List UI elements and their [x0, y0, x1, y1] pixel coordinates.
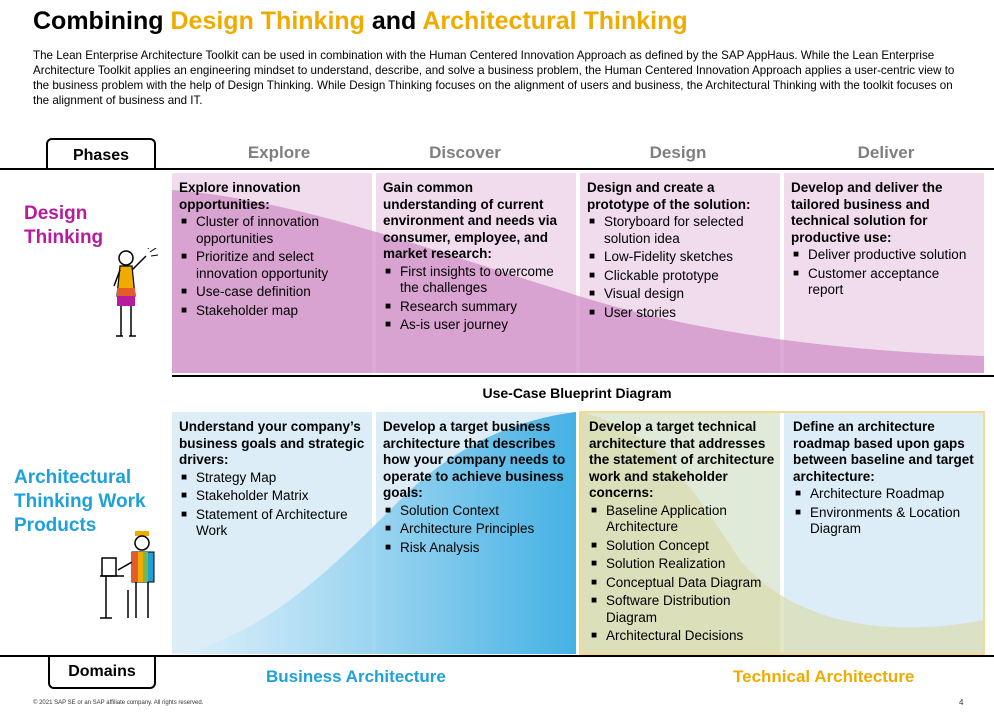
- cell-list: ■ Solution Context ■ Architecture Principl…: [383, 503, 569, 557]
- list-item: ■ Software Distribution Diagram: [591, 593, 731, 625]
- title-architectural-thinking: Architectural Thinking: [422, 7, 688, 35]
- cell-heading: Define an architecture roadmap based upo…: [793, 419, 974, 484]
- list-item: ■ Visual design: [589, 286, 685, 301]
- list-item: ■ Architecture Roadmap: [795, 486, 945, 501]
- list-item: ■ Use-case definition: [181, 284, 311, 299]
- list-item: ■ Conceptual Data Diagram: [591, 574, 762, 590]
- phase-discover: Discover: [429, 143, 501, 162]
- list-item: ■ Solution Context: [385, 502, 500, 518]
- domains-divider: [0, 655, 994, 657]
- at-technical-curve: [580, 412, 984, 654]
- dt-cell-discover: Gain common understanding of current env…: [376, 173, 576, 336]
- intro-paragraph: The Lean Enterprise Architecture Toolkit…: [33, 49, 955, 107]
- blueprint-label: Use-Case Blueprint Diagram: [482, 385, 672, 401]
- phase-deliver: Deliver: [857, 143, 915, 162]
- cell-heading: Develop a target technical architecture …: [589, 419, 775, 500]
- list-item: ■ Prioritize and select innovation opport…: [181, 249, 329, 281]
- title-line: Design: [24, 203, 88, 224]
- cell-heading: Design and create a prototype of the sol…: [587, 180, 751, 212]
- phase-explore: Explore: [247, 143, 311, 162]
- page-title: Combining Design Thinking and Architectu…: [33, 7, 688, 36]
- list-item: ■ Solution Concept: [591, 537, 709, 553]
- list-item: ■ Deliver productive solution: [793, 247, 967, 262]
- architectural-thinking-title: Architectural Thinking Work Products: [14, 466, 146, 538]
- design-thinking-person-icon: [113, 248, 159, 337]
- list-item: ■ Storyboard for selected solution idea: [589, 214, 744, 246]
- title-part: and: [364, 7, 423, 35]
- domain-technical: Technical Architecture: [733, 667, 915, 686]
- title-line: Architectural: [14, 467, 132, 488]
- title-line: Products: [14, 515, 97, 536]
- phases-label: Phases: [46, 138, 156, 170]
- list-item: ■ Risk Analysis: [385, 539, 480, 555]
- cell-heading: Explore innovation opportunities:: [179, 180, 301, 212]
- cell-list: ■ Storyboard for selected solution idea ■…: [587, 214, 773, 321]
- domains-label: Domains: [48, 657, 156, 689]
- list-item: ■ Research summary: [385, 298, 518, 314]
- list-item: ■ Clickable prototype: [589, 267, 719, 283]
- at-cell-design: Develop a target technical architecture …: [582, 412, 782, 647]
- at-business-curve: [172, 412, 576, 654]
- at-cell-deliver: Define an architecture roadmap based upo…: [786, 412, 984, 540]
- architect-person-icon: [100, 531, 155, 619]
- title-line: Thinking: [24, 227, 104, 248]
- dt-panel-deliver: [784, 173, 984, 373]
- list-item: ■ Statement of Architecture Work: [181, 506, 348, 539]
- list-item: ■ Solution Realization: [591, 556, 726, 571]
- list-item: ■ User stories: [589, 304, 677, 320]
- technical-outline: [579, 411, 985, 655]
- at-cell-discover: Develop a target business architecture t…: [376, 412, 576, 558]
- phase-design: Design: [649, 143, 707, 162]
- cell-list: ■ Deliver productive solution ■ Customer a…: [791, 247, 977, 299]
- list-item: ■ Architectural Decisions: [591, 628, 744, 643]
- at-cell-explore: Understand your company’s business goals…: [172, 412, 372, 542]
- cell-list: ■ Baseline Application Architecture ■ Solu…: [589, 503, 775, 645]
- title-line: Thinking Work: [14, 491, 146, 512]
- list-item: ■ Baseline Application Architecture: [591, 502, 727, 535]
- dt-curve: [172, 190, 984, 373]
- list-item: ■ Stakeholder map: [181, 302, 299, 318]
- list-item: ■ As-is user journey: [385, 317, 509, 332]
- cell-list: ■ Strategy Map ■ Stakeholder Matrix ■ State…: [179, 470, 365, 540]
- cell-heading: Gain common understanding of current env…: [383, 180, 558, 261]
- cell-heading: Understand your company’s business goals…: [179, 419, 365, 467]
- list-item: ■ Strategy Map: [181, 469, 277, 485]
- domain-business: Business Architecture: [266, 667, 446, 686]
- list-item: ■ Low-Fidelity sketches: [589, 249, 734, 264]
- list-item: ■ First insights to overcome the challeng…: [385, 263, 554, 296]
- phases-divider: [0, 168, 994, 170]
- title-part: Combining: [33, 7, 171, 35]
- list-item: ■ Customer acceptance report: [793, 265, 940, 298]
- cell-list: ■ Architecture Roadmap ■ Environments & Lo…: [793, 486, 977, 538]
- cell-list: ■ First insights to overcome the challeng…: [383, 264, 569, 334]
- cell-list: ■ Cluster of innovation opportunities ■ Pr…: [179, 214, 365, 319]
- dt-cell-design: Design and create a prototype of the sol…: [580, 173, 780, 323]
- page-number: 4: [959, 698, 964, 707]
- middle-divider: [172, 375, 994, 377]
- list-item: ■ Architecture Principles: [385, 521, 535, 536]
- title-design-thinking: Design Thinking: [170, 7, 365, 35]
- cell-heading: Develop a target business architecture t…: [383, 419, 566, 500]
- list-item: ■ Cluster of innovation opportunities: [181, 214, 320, 246]
- copyright-footer: © 2021 SAP SE or an SAP affiliate compan…: [33, 700, 204, 706]
- dt-cell-explore: Explore innovation opportunities: ■ Clust…: [172, 173, 372, 321]
- design-thinking-title: Design Thinking: [24, 202, 103, 250]
- list-item: ■ Stakeholder Matrix: [181, 488, 309, 503]
- dt-cell-deliver: Develop and deliver the tailored busines…: [784, 173, 984, 301]
- cell-heading: Develop and deliver the tailored busines…: [791, 180, 943, 245]
- list-item: ■ Environments & Location Diagram: [795, 504, 961, 537]
